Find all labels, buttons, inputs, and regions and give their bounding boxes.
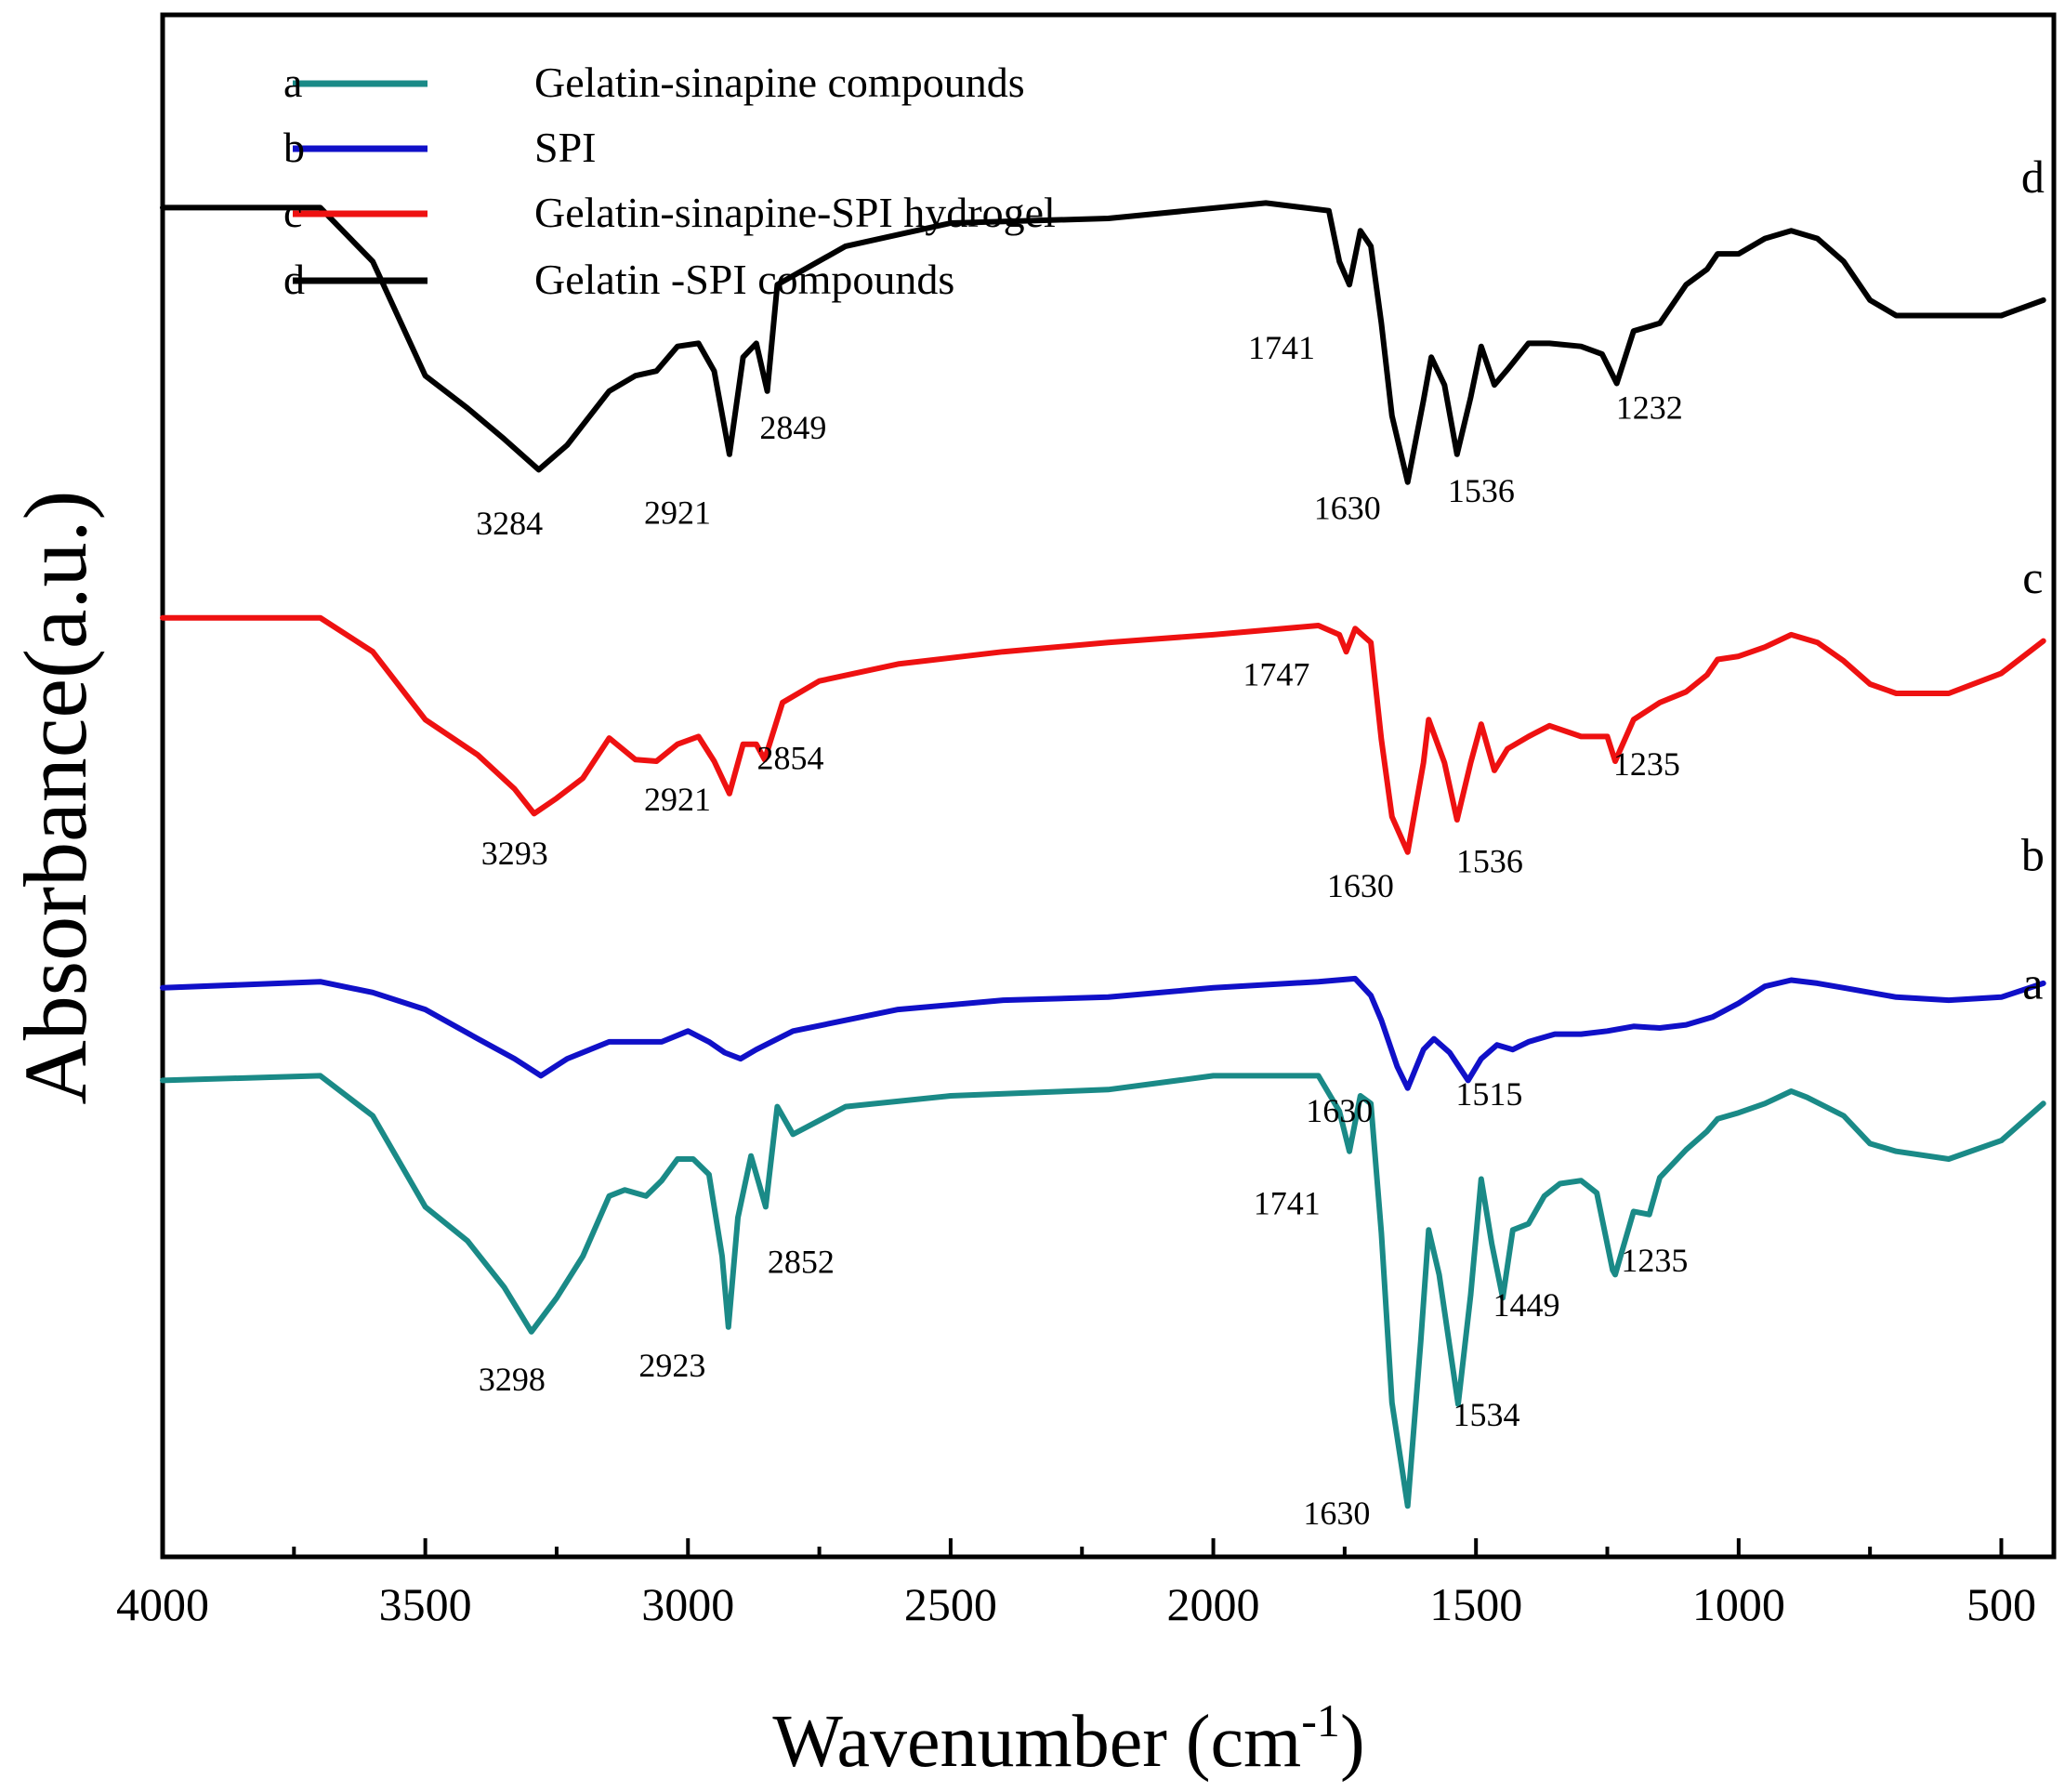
- series-layer: [160, 200, 2046, 1509]
- y-axis-title: Absorbance(a.u.): [6, 490, 105, 1104]
- x-tick-label: 1000: [1692, 1578, 1785, 1630]
- x-tick-label: 2000: [1167, 1578, 1260, 1630]
- peak-label: 1630: [1327, 867, 1394, 904]
- x-tick-label: 500: [1966, 1578, 2036, 1630]
- legend-letter-b: b: [283, 124, 305, 171]
- legend-label-b: SPI: [534, 124, 596, 171]
- legend-label-c: Gelatin-sinapine-SPI hydrogel: [534, 189, 1056, 236]
- x-tick-label: 1500: [1429, 1578, 1522, 1630]
- peak-label: 1741: [1254, 1185, 1321, 1222]
- peak-label: 1747: [1243, 656, 1309, 693]
- legend-entry-d: d Gelatin -SPI compounds: [283, 256, 954, 303]
- legend: a Gelatin-sinapine compounds b SPI c Gel…: [283, 59, 1056, 303]
- peak-label: 1536: [1456, 842, 1523, 879]
- x-axis-title-main: Wavenumber (cm: [772, 1701, 1301, 1783]
- x-axis-title: Wavenumber (cm-1): [772, 1694, 1364, 1783]
- series-line-c: [160, 614, 2046, 855]
- x-tick-label: 4000: [116, 1578, 209, 1630]
- peak-label: 1536: [1448, 472, 1515, 509]
- peak-label: 2921: [644, 494, 711, 531]
- peak-label: 1235: [1621, 1242, 1688, 1279]
- legend-entry-b: b SPI: [283, 124, 596, 171]
- curve-letter-c: c: [2022, 551, 2043, 603]
- legend-label-a: Gelatin-sinapine compounds: [534, 59, 1025, 106]
- peak-label: 3284: [476, 505, 543, 542]
- peak-label: 2921: [644, 781, 711, 818]
- legend-label-d: Gelatin -SPI compounds: [534, 256, 954, 303]
- x-axis: 4000 3500 3000 2500 2000 1500 1000 500: [116, 1538, 2036, 1630]
- x-axis-title-close: ): [1340, 1701, 1365, 1783]
- legend-entry-c: c Gelatin-sinapine-SPI hydrogel: [283, 189, 1056, 236]
- peak-label: 2923: [638, 1347, 705, 1384]
- curve-letter-b: b: [2021, 829, 2045, 881]
- peak-label: 1515: [1455, 1075, 1522, 1113]
- curve-letters: d c b a: [2021, 151, 2045, 1009]
- plot-frame: [160, 12, 2057, 1560]
- peak-label: 1630: [1303, 1495, 1370, 1532]
- peak-label: 2849: [759, 409, 826, 446]
- peak-annotations: 1741 2849 2921 3284 1630 1536 1232 1747 2854 2921…: [476, 329, 1688, 1532]
- peak-label: 1630: [1314, 489, 1381, 526]
- x-tick-label: 3000: [641, 1578, 734, 1630]
- peak-label: 2852: [768, 1244, 835, 1281]
- curve-letter-a: a: [2022, 956, 2043, 1008]
- x-tick-label: 3500: [379, 1578, 472, 1630]
- series-line-a: [160, 1073, 2046, 1509]
- peak-label: 2854: [757, 739, 824, 776]
- peak-label: 1232: [1616, 389, 1683, 427]
- peak-label: 1534: [1453, 1396, 1520, 1433]
- peak-label: 3293: [481, 835, 548, 872]
- x-tick-label: 2500: [904, 1578, 997, 1630]
- peak-label: 3298: [479, 1361, 546, 1398]
- curve-letter-d: d: [2021, 151, 2045, 203]
- legend-letter-a: a: [283, 59, 302, 106]
- legend-entry-a: a Gelatin-sinapine compounds: [283, 59, 1025, 106]
- peak-label: 1630: [1306, 1092, 1373, 1129]
- series-line-b: [160, 975, 2046, 1091]
- peak-label: 1235: [1613, 745, 1680, 783]
- series-line-d: [160, 200, 2046, 485]
- peak-label: 1741: [1248, 329, 1315, 366]
- legend-letter-c: c: [283, 189, 302, 236]
- peak-label: 1449: [1493, 1286, 1559, 1324]
- x-axis-title-superscript: -1: [1301, 1694, 1340, 1746]
- legend-letter-d: d: [283, 256, 305, 303]
